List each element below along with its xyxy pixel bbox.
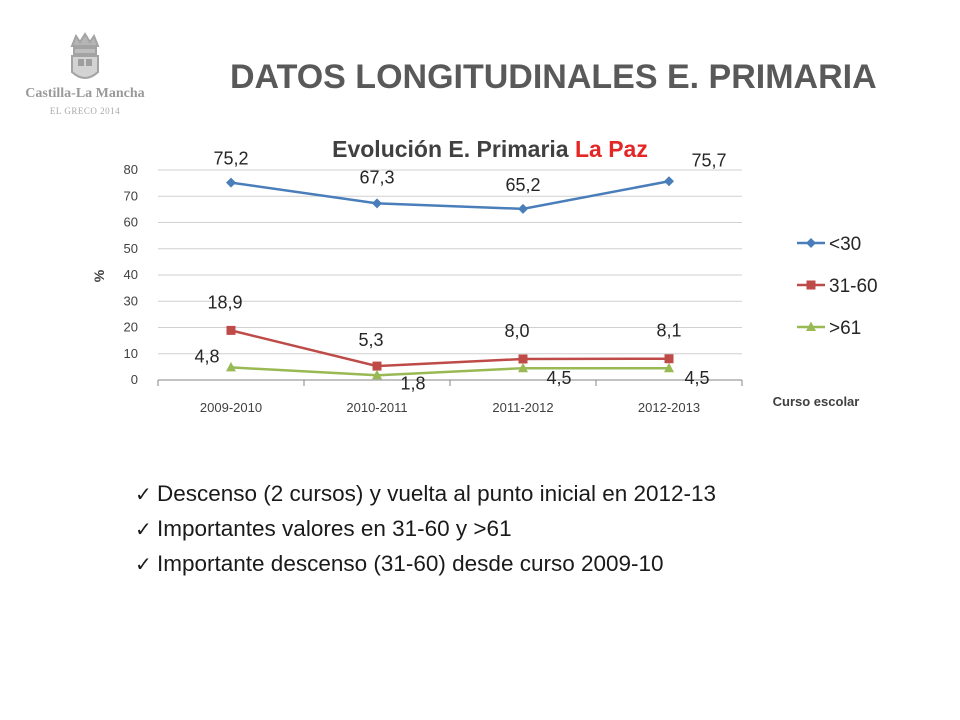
- legend-label: <30: [829, 234, 861, 255]
- data-point: [518, 354, 528, 364]
- data-point: [226, 361, 236, 372]
- data-label: 8,0: [504, 321, 529, 341]
- y-tick-label: 10: [124, 346, 138, 361]
- data-point: [518, 362, 528, 373]
- castilla-la-mancha-logo: Castilla-La Mancha EL GRECO 2014: [20, 28, 150, 128]
- series-line: [230, 366, 669, 377]
- checkmark-icon: ✓: [135, 484, 152, 506]
- data-label: 1,8: [400, 373, 425, 393]
- data-point: [372, 198, 382, 209]
- bullet-item: ✓ Importantes valores en 31-60 y >61: [135, 512, 716, 547]
- legend-marker: [806, 321, 816, 331]
- legend-label: >61: [829, 318, 861, 339]
- data-point: [372, 361, 382, 371]
- slide-title: DATOS LONGITUDINALES E. PRIMARIA: [230, 58, 877, 96]
- logo-brand-text: Castilla-La Mancha: [25, 86, 145, 101]
- y-tick-label: 20: [124, 320, 138, 335]
- crest-icon: [70, 32, 100, 79]
- legend-label: 31-60: [829, 276, 878, 297]
- bullet-list: ✓ Descenso (2 cursos) y vuelta al punto i…: [135, 477, 716, 582]
- data-label: 4,8: [194, 346, 219, 366]
- y-tick-label: 60: [124, 215, 138, 230]
- data-point: [664, 362, 674, 373]
- series-line: [230, 329, 670, 368]
- checkmark-icon: ✓: [135, 519, 152, 541]
- series-line: [230, 180, 670, 211]
- bullet-text: Descenso (2 cursos) y vuelta al punto in…: [157, 481, 717, 506]
- y-axis-label: %: [91, 269, 107, 282]
- logo-subtitle-text: EL GRECO 2014: [49, 106, 121, 116]
- data-label: 75,2: [213, 149, 248, 169]
- x-tick-label: 2010-2011: [346, 400, 407, 415]
- data-label: 4,5: [684, 368, 709, 388]
- y-tick-label: 70: [124, 188, 138, 203]
- bullet-item: ✓ Importante descenso (31-60) desde curso…: [135, 547, 716, 582]
- bullet-text: Importante descenso (31-60) desde curso …: [157, 551, 664, 576]
- chart-title-highlight: La Paz: [575, 136, 648, 162]
- chart-title: Evolución E. Primaria La Paz: [332, 136, 648, 162]
- x-axis-label: Curso escolar: [773, 394, 860, 409]
- data-label: 5,3: [358, 330, 383, 350]
- y-tick-label: 50: [124, 241, 138, 256]
- chart-title-main: Evolución E. Primaria: [332, 136, 575, 162]
- data-point: [226, 177, 236, 188]
- bullet-item: ✓ Descenso (2 cursos) y vuelta al punto i…: [135, 477, 716, 512]
- legend-marker: [806, 280, 816, 290]
- data-label: 75,7: [691, 150, 726, 170]
- data-label: 67,3: [359, 167, 394, 187]
- data-point: [664, 176, 674, 187]
- data-point: [518, 203, 528, 214]
- x-tick-label: 2012-2013: [638, 400, 700, 415]
- y-tick-label: 0: [131, 372, 138, 387]
- legend-marker: [806, 238, 816, 248]
- x-tick-label: 2009-2010: [200, 400, 262, 415]
- y-tick-label: 40: [124, 267, 138, 282]
- checkmark-icon: ✓: [135, 554, 152, 576]
- bullet-text: Importantes valores en 31-60 y >61: [157, 516, 512, 541]
- data-label: 8,1: [656, 321, 681, 341]
- y-tick-label: 30: [124, 293, 138, 308]
- y-tick-label: 80: [124, 162, 138, 177]
- data-point: [226, 325, 236, 335]
- data-point: [372, 369, 382, 380]
- data-label: 4,5: [546, 368, 571, 388]
- data-label: 18,9: [207, 292, 242, 312]
- data-point: [664, 354, 674, 364]
- data-label: 65,2: [505, 175, 540, 195]
- x-tick-label: 2011-2012: [492, 400, 553, 415]
